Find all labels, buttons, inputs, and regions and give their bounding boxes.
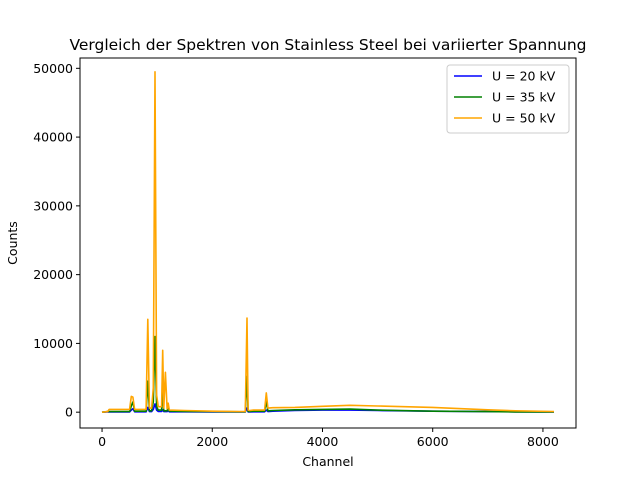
x-tick-label: 8000	[527, 434, 559, 449]
legend-frame	[446, 64, 570, 134]
y-tick-label: 50000	[33, 61, 73, 76]
x-tick-label: 2000	[196, 434, 228, 449]
series-layer	[101, 71, 555, 413]
y-axis-label: Counts	[5, 221, 20, 265]
x-tick-label: 0	[98, 434, 106, 449]
chart-title: Vergleich der Spektren von Stainless Ste…	[69, 36, 586, 54]
axes-frame	[79, 57, 577, 429]
legend: U = 20 kV U = 35 kV U = 50 kV	[446, 64, 570, 134]
series-line-2	[101, 335, 555, 413]
legend-label-3: U = 50 kV	[492, 111, 556, 126]
x-axis-label: Channel	[302, 454, 353, 469]
x-tick-label: 6000	[417, 434, 449, 449]
y-axis-ticks: 0 10000 20000 30000 40000 50000	[33, 61, 80, 420]
plot-area	[79, 57, 577, 429]
x-axis-ticks: 0 2000 4000 6000 8000	[98, 428, 559, 449]
x-tick-label: 4000	[307, 434, 339, 449]
y-tick-label: 30000	[33, 198, 73, 213]
series-line-3	[101, 71, 555, 413]
y-tick-label: 10000	[33, 336, 73, 351]
legend-label-1: U = 20 kV	[492, 69, 556, 84]
y-tick-label: 40000	[33, 130, 73, 145]
y-tick-label: 20000	[33, 267, 73, 282]
y-tick-label: 0	[65, 405, 73, 420]
legend-label-2: U = 35 kV	[492, 90, 556, 105]
